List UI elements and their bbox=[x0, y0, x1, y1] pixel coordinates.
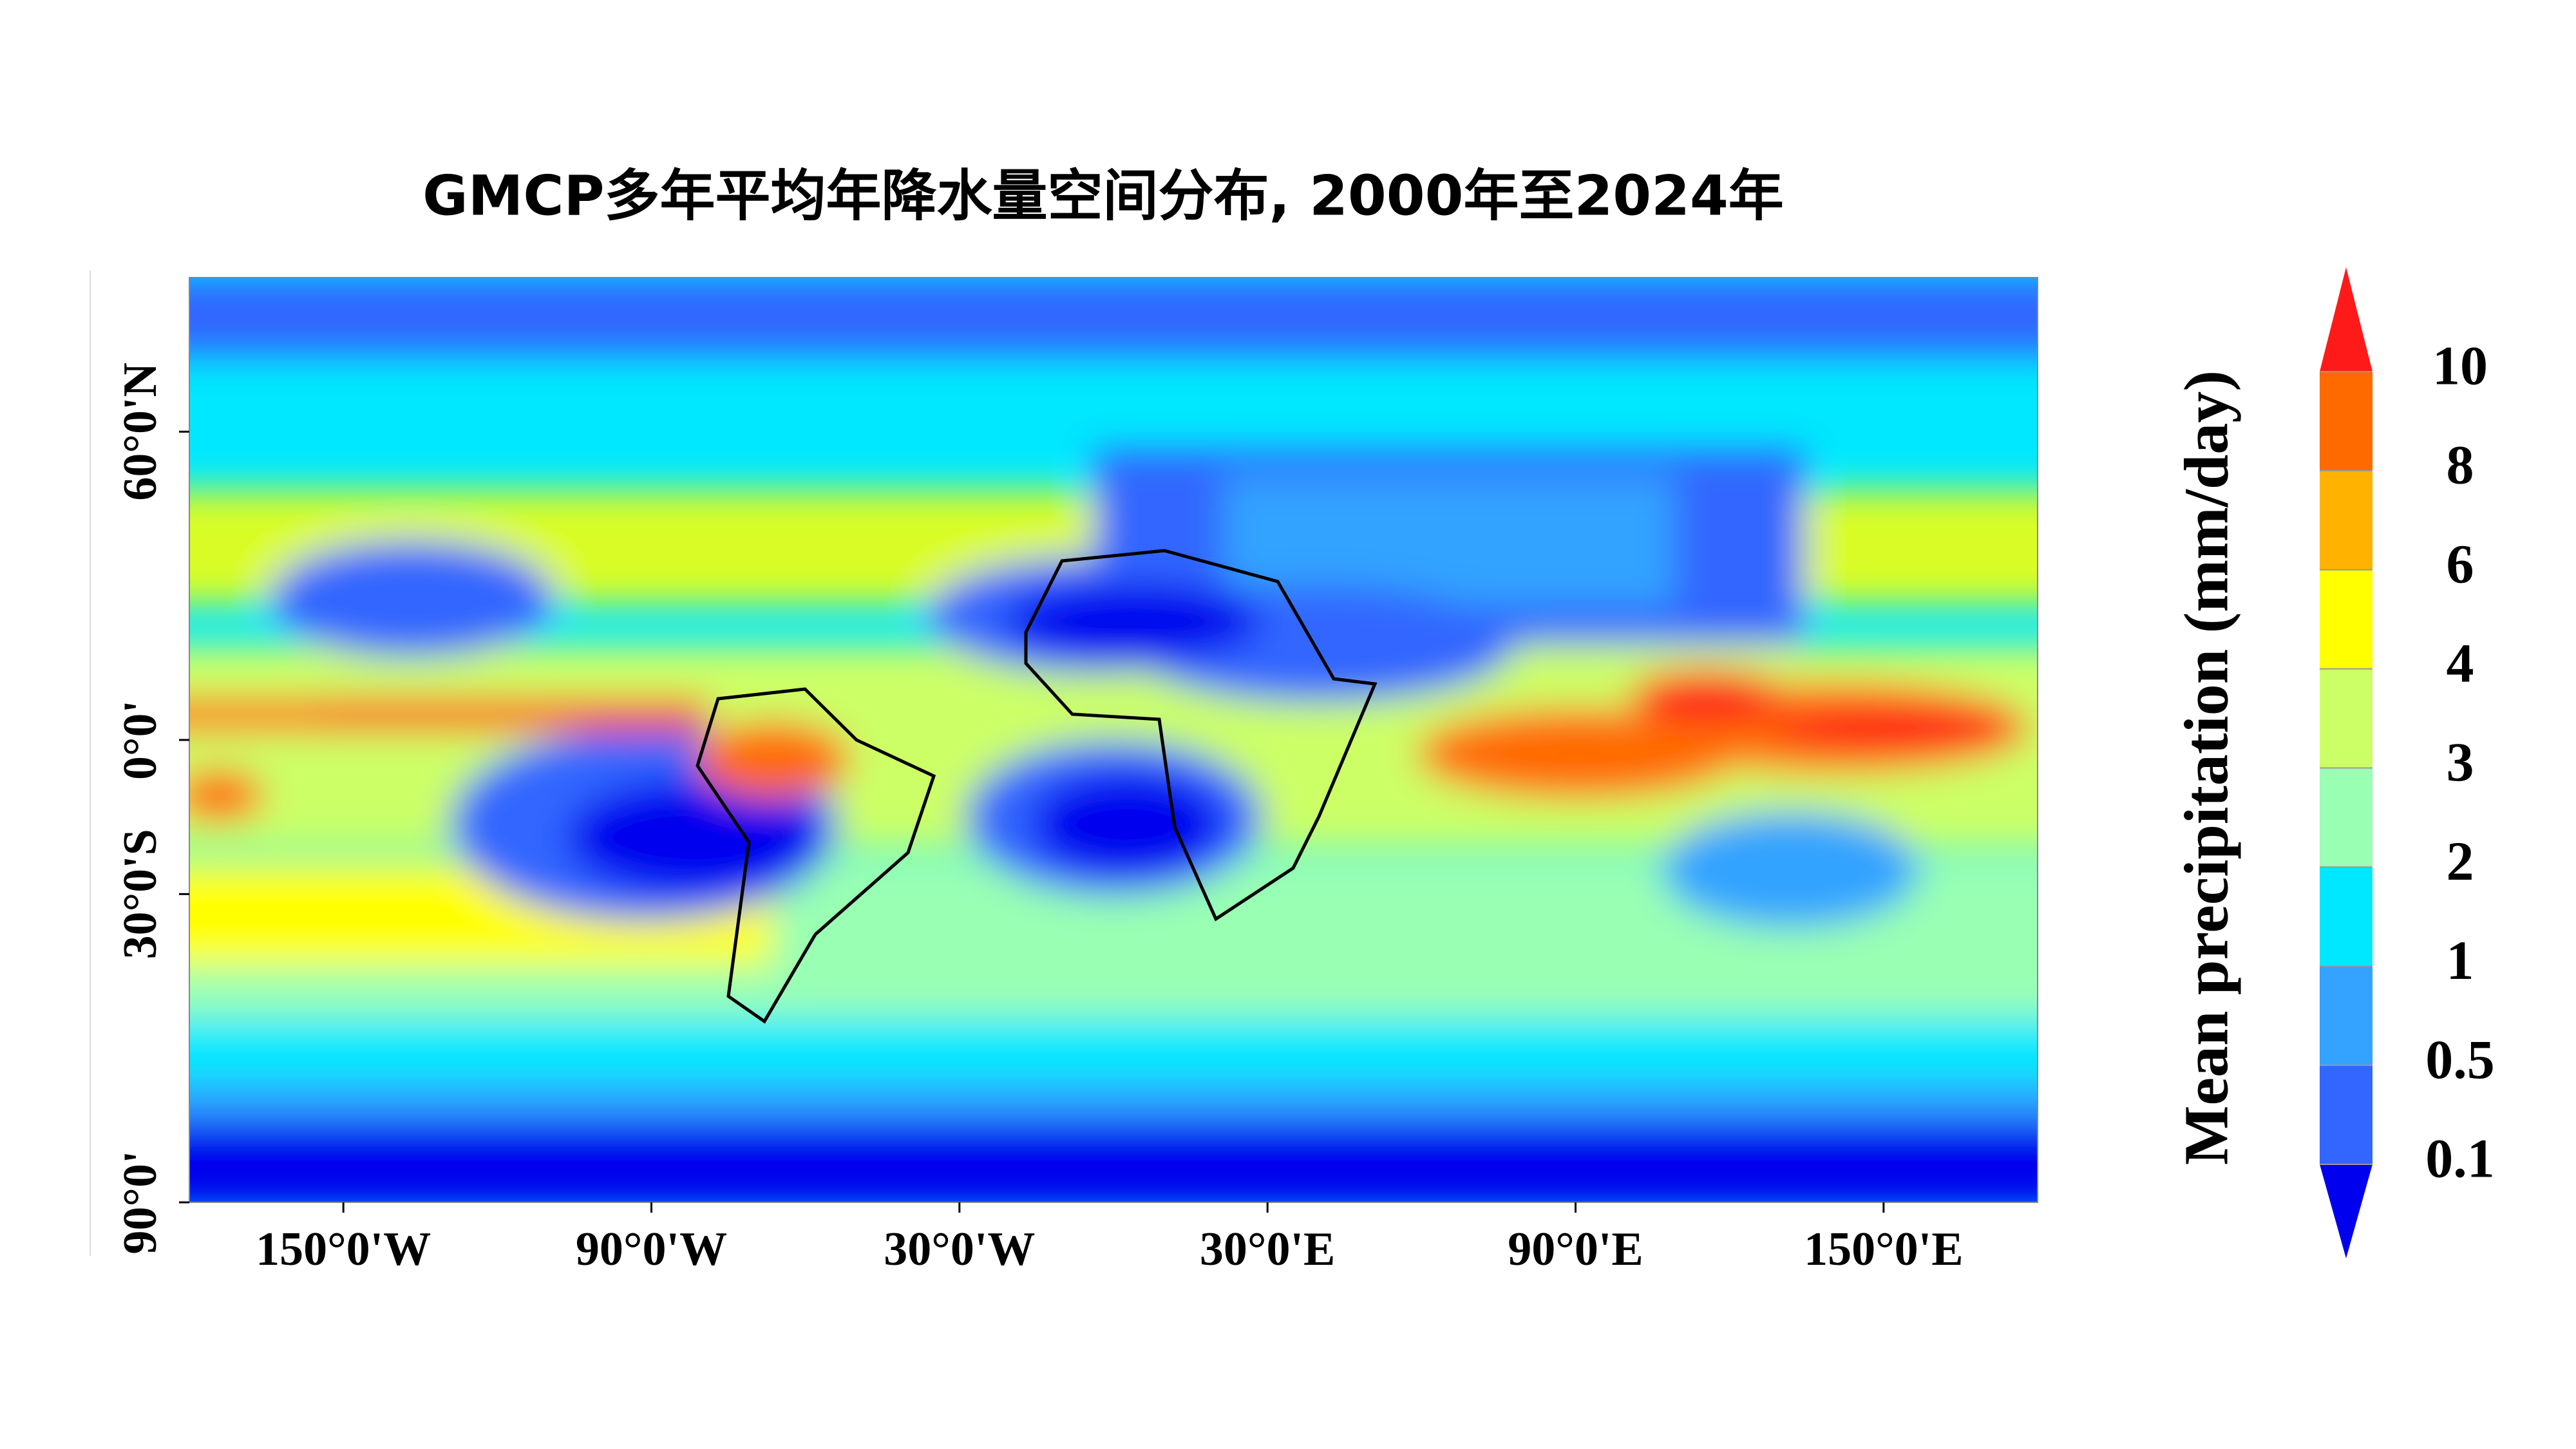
colorbar-tick-label: 0.5 bbox=[2425, 1028, 2495, 1090]
y-tick-label: 0°0' bbox=[114, 700, 167, 780]
field-layers bbox=[189, 278, 2038, 1202]
x-tick-label: 30°0'W bbox=[884, 1223, 1035, 1276]
colorbar-segment bbox=[2320, 470, 2372, 570]
colorbar-tick-label: 2 bbox=[2447, 830, 2474, 892]
colorbar-arrow-low bbox=[2320, 1164, 2372, 1258]
y-tick-label: 60°0'N bbox=[114, 363, 167, 501]
colorbar-segment bbox=[2320, 1065, 2372, 1164]
colorbar-segment bbox=[2320, 867, 2372, 967]
map-title: GMCP多年平均年降水量空间分布, 2000年至2024年 bbox=[422, 164, 1784, 228]
colorbar-segment bbox=[2320, 668, 2372, 768]
colorbar-title: Mean precipitation (mm/day) bbox=[2172, 370, 2241, 1165]
coastline bbox=[696, 687, 936, 1024]
colorbar-segment bbox=[2320, 372, 2372, 471]
x-tick-label: 30°0'E bbox=[1200, 1223, 1336, 1276]
y-tick-label: 90°0' bbox=[114, 1150, 167, 1254]
colorbar-arrow-high bbox=[2320, 267, 2372, 372]
x-tick-label: 90°0'E bbox=[1508, 1223, 1643, 1276]
y-tick-label: 30°0'S bbox=[114, 829, 167, 959]
colorbar-tick-label: 8 bbox=[2447, 434, 2474, 496]
x-tick-label: 150°0'E bbox=[1804, 1223, 1964, 1276]
colorbar-tick-label: 3 bbox=[2447, 731, 2474, 793]
x-tick-label: 90°0'W bbox=[576, 1223, 727, 1276]
colorbar-tick-label: 4 bbox=[2447, 632, 2474, 694]
colorbar-tick-label: 0.1 bbox=[2425, 1128, 2495, 1189]
coastline bbox=[1024, 549, 1378, 922]
colorbar-tick-label: 1 bbox=[2447, 929, 2474, 991]
precipitation-field bbox=[189, 278, 2038, 1202]
colorbar-tick-label: 10 bbox=[2432, 335, 2488, 397]
colorbar-segment bbox=[2320, 569, 2372, 669]
colorbar-tick-label: 6 bbox=[2447, 533, 2474, 594]
colorbar-segment bbox=[2320, 768, 2372, 867]
x-tick-label: 150°0'W bbox=[256, 1223, 431, 1276]
colorbar-segment bbox=[2320, 966, 2372, 1066]
